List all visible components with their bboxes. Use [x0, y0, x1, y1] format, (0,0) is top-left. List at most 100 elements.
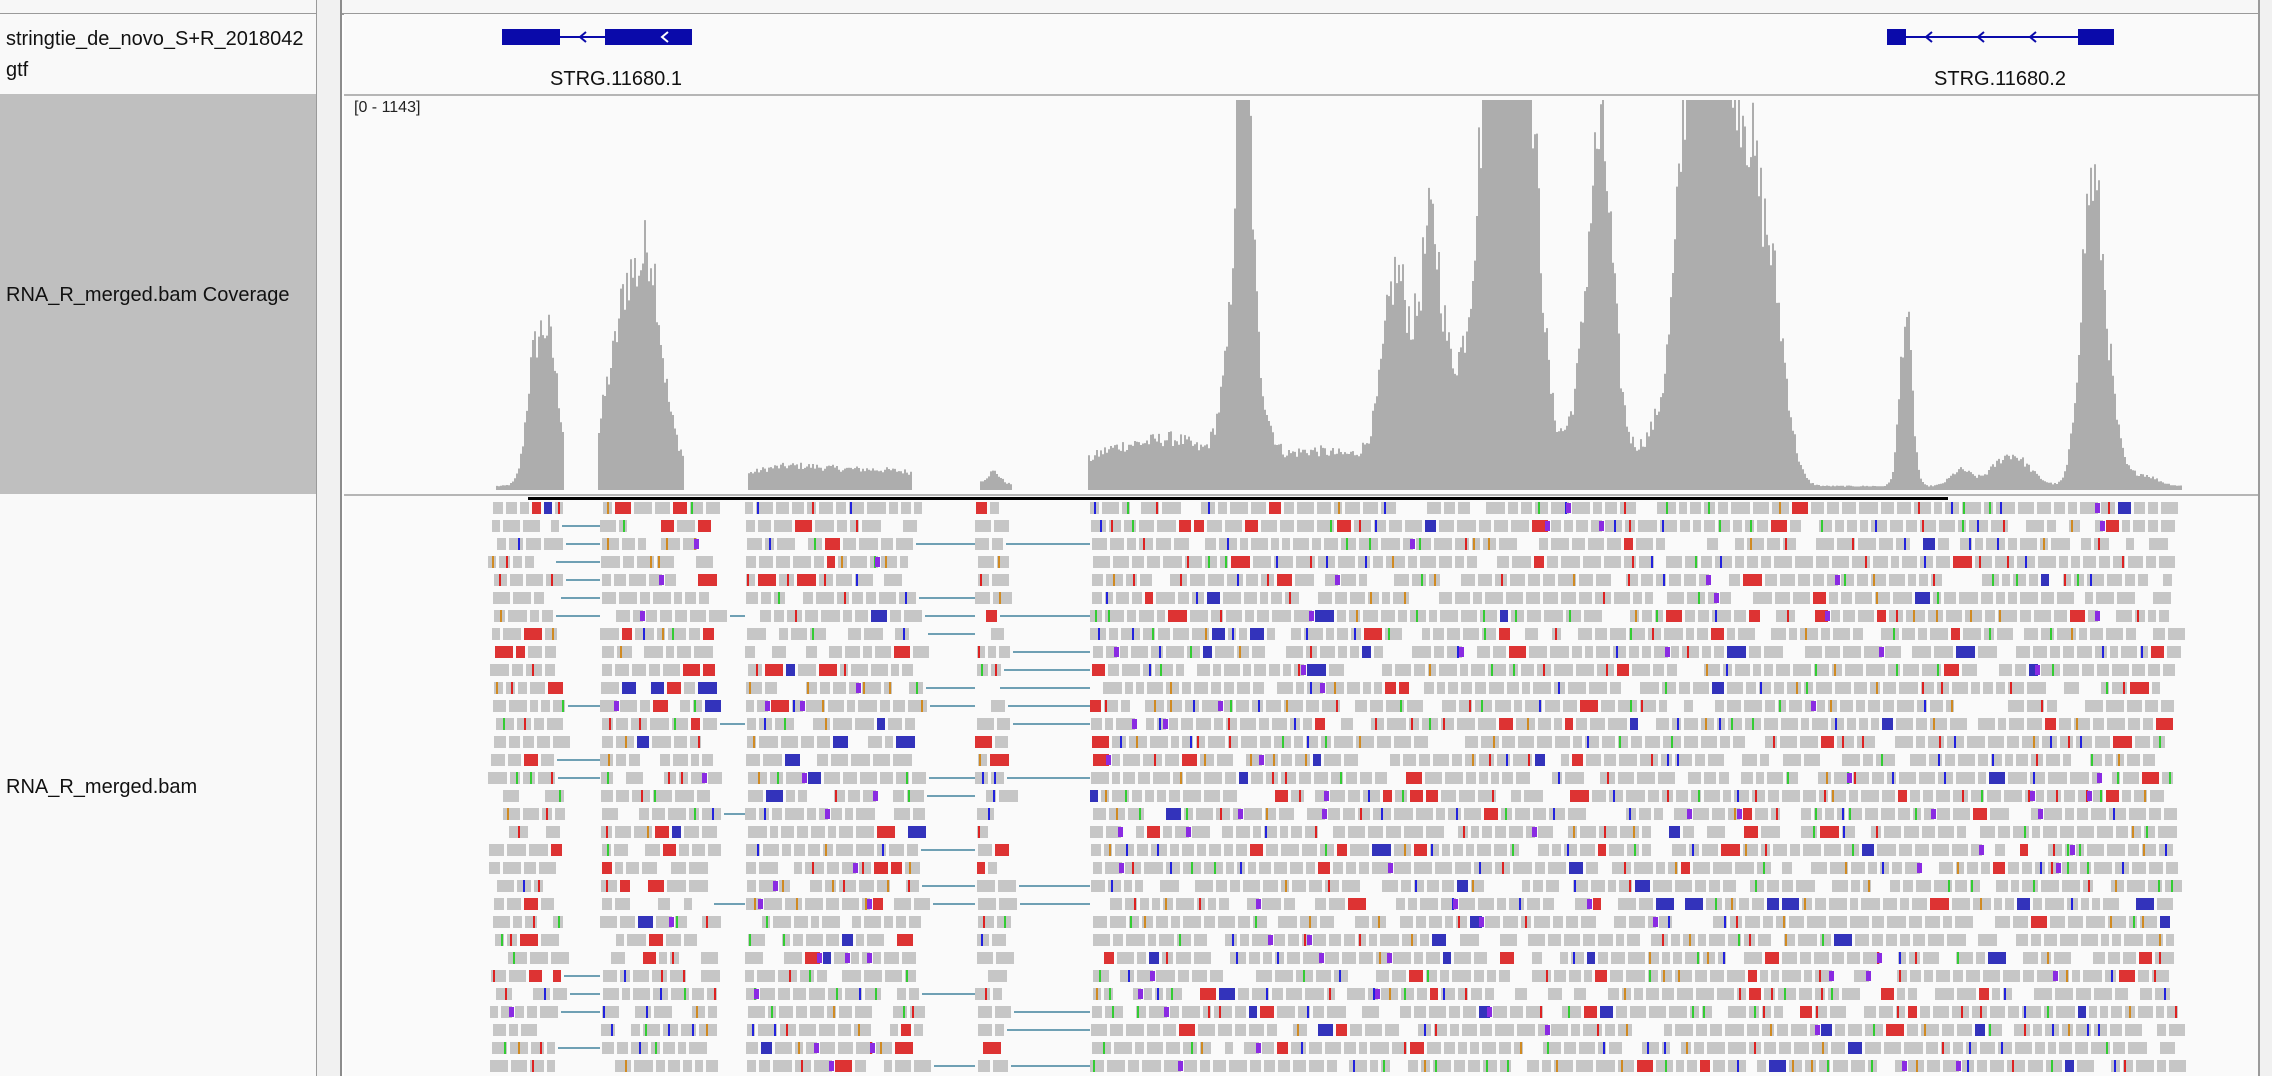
vertical-scrollbar[interactable] [2258, 0, 2272, 1076]
annotation-track-name-suffix[interactable]: gtf [6, 59, 29, 81]
mismatch [1922, 520, 1924, 532]
read-block [2041, 574, 2049, 586]
read-block [1801, 718, 1809, 730]
read-block [1649, 1006, 1666, 1018]
alignment-track-name[interactable]: RNA_R_merged.bam [6, 776, 198, 798]
read-block [530, 682, 545, 694]
read-block [1595, 628, 1607, 640]
read-block [1804, 682, 1813, 694]
annotation-track-name[interactable]: stringtie_de_novo_S+R_2018042 [6, 28, 304, 50]
read-block [2083, 970, 2102, 982]
read-block [1109, 628, 1118, 640]
read-block [2092, 898, 2100, 910]
read-block [2077, 1060, 2094, 1072]
read-block [2056, 1006, 2075, 1018]
read-block [1978, 934, 1997, 946]
read-block [1549, 808, 1565, 820]
read-block [1328, 808, 1340, 820]
read-block [2054, 952, 2071, 964]
mismatch [908, 880, 910, 892]
read-block [626, 772, 643, 784]
read-block [834, 790, 845, 802]
read-block [1128, 808, 1144, 820]
read-block [1640, 754, 1658, 766]
read-block [1630, 610, 1639, 622]
insertion [1388, 863, 1393, 873]
read-block [1434, 646, 1444, 658]
read-block [1533, 880, 1543, 892]
mismatch [1667, 754, 1669, 766]
coverage-track-name[interactable]: RNA_R_merged.bam Coverage [6, 284, 290, 306]
read-block [1771, 970, 1779, 982]
read-block [805, 898, 823, 910]
mismatch [982, 772, 984, 784]
read-block [2144, 826, 2155, 838]
read-block [1502, 772, 1513, 784]
read-block [2029, 574, 2038, 586]
coverage-track-name-highlight[interactable] [0, 94, 316, 494]
read-block [909, 916, 921, 928]
read-block [884, 574, 902, 586]
read-block [534, 718, 544, 730]
read-block [1122, 502, 1130, 514]
read-block [1212, 628, 1225, 640]
panel-divider[interactable] [316, 0, 342, 1076]
read-block [2016, 754, 2028, 766]
read-block [1320, 646, 1335, 658]
mismatch [1156, 502, 1158, 514]
read-block [551, 844, 562, 856]
mismatch [1304, 934, 1306, 946]
mismatch [980, 574, 982, 586]
read-block [666, 934, 681, 946]
read-block [774, 520, 792, 532]
read-block [2091, 1042, 2110, 1054]
read-block [1414, 952, 1423, 964]
read-block [1483, 1060, 1497, 1072]
mismatch [623, 520, 625, 532]
read-block [1656, 898, 1674, 910]
mismatch [1668, 916, 1670, 928]
read-block [657, 556, 674, 568]
read-block [1104, 700, 1118, 712]
read-block [1853, 628, 1863, 640]
mismatch [1715, 610, 1717, 622]
read-block [2081, 898, 2089, 910]
read-block [1521, 502, 1532, 514]
read-block [1458, 1042, 1467, 1054]
read-block [1981, 592, 1993, 604]
read-block [2041, 880, 2059, 892]
read-block [865, 988, 881, 1000]
mismatch [844, 664, 846, 676]
read-block [1811, 502, 1824, 514]
read-block [786, 664, 795, 676]
mismatch [1787, 610, 1789, 622]
read-block [1204, 862, 1223, 874]
read-block [1947, 934, 1966, 946]
read-block [1454, 952, 1471, 964]
read-block [1253, 682, 1264, 694]
read-block [1414, 862, 1432, 874]
read-block [1708, 592, 1717, 604]
read-block [1291, 790, 1304, 802]
read-block [901, 502, 911, 514]
read-block [1917, 700, 1927, 712]
read-block [1484, 808, 1498, 820]
read-block [1156, 916, 1168, 928]
read-block [515, 1006, 524, 1018]
read-block [772, 646, 786, 658]
read-block [1656, 538, 1665, 550]
read-block [656, 916, 672, 928]
read-block [1568, 808, 1586, 820]
read-block [1480, 610, 1497, 622]
mismatch [1913, 610, 1915, 622]
read-alignments [488, 497, 2186, 1072]
read-block [1325, 1042, 1341, 1054]
read-block [912, 772, 926, 784]
read-block [1486, 502, 1505, 514]
read-block [1910, 790, 1920, 802]
read-block [2116, 610, 2132, 622]
read-block [842, 934, 853, 946]
read-block [1963, 628, 1981, 640]
mismatch [887, 880, 889, 892]
